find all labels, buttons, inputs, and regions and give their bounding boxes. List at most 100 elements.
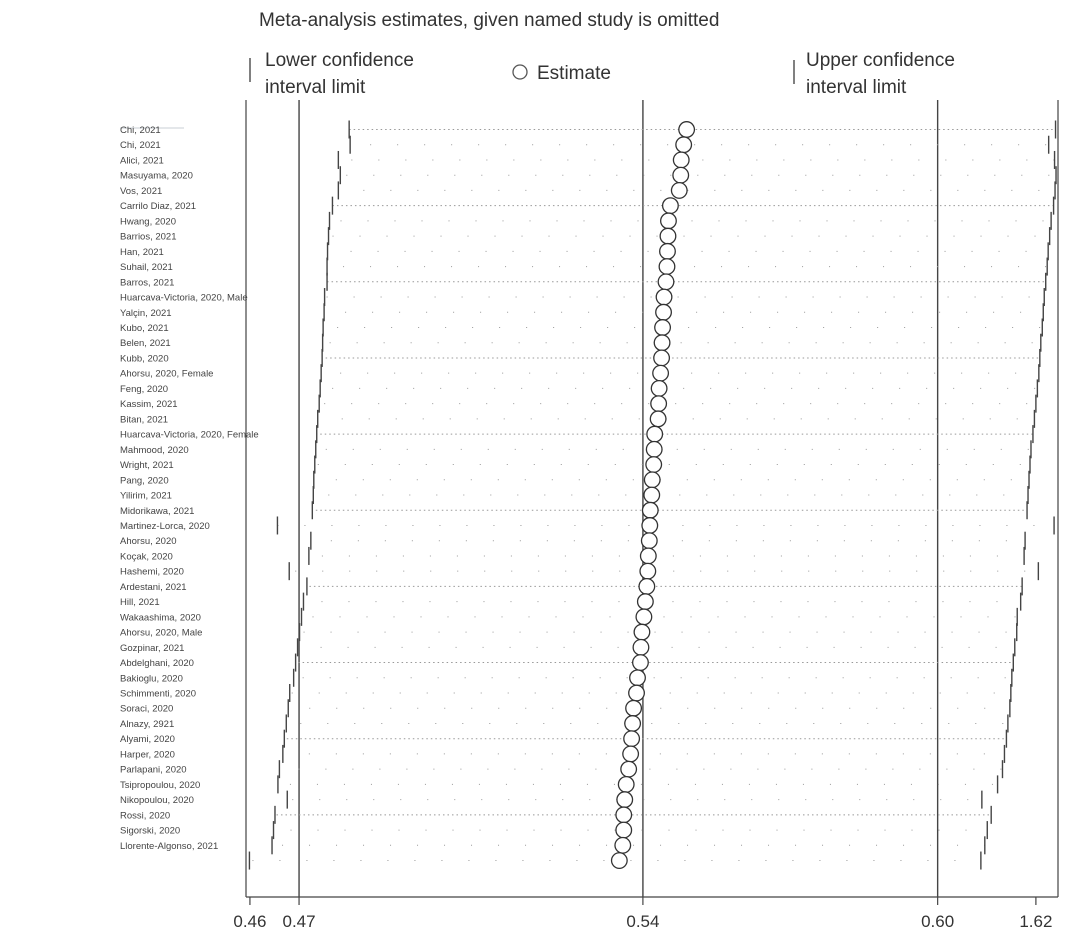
- study-label: Martinez-Lorca, 2020: [120, 521, 210, 532]
- estimate-marker: [620, 760, 638, 778]
- estimate-marker: [629, 669, 646, 687]
- x-tick-label: 1.62: [1019, 912, 1052, 931]
- estimate-marker: [645, 440, 663, 458]
- study-label: Alici, 2021: [120, 155, 164, 166]
- estimate-marker: [650, 395, 668, 413]
- estimate-marker: [624, 715, 642, 732]
- estimate-marker: [646, 425, 664, 443]
- estimate-marker: [654, 319, 672, 336]
- study-label: Chi, 2021: [120, 140, 161, 151]
- estimate-marker: [678, 121, 696, 138]
- estimate-marker: [610, 852, 628, 869]
- study-label: Llorente-Algonso, 2021: [120, 841, 218, 852]
- study-label: Ahorsu, 2020, Female: [120, 369, 213, 380]
- study-labels: Chi, 2021 Chi, 2021 Alici, 2021 Masuyama, 2…: [120, 125, 259, 852]
- estimate-marker: [675, 136, 693, 154]
- estimate-marker: [658, 258, 676, 276]
- estimate-marker: [659, 242, 676, 260]
- estimate-marker: [660, 212, 677, 230]
- study-label: Kubo, 2021: [120, 323, 169, 334]
- legend-upper-label-line1: Upper confidence: [806, 50, 955, 71]
- study-label: Ardestani, 2021: [120, 582, 187, 593]
- study-label: Soraci, 2020: [120, 704, 173, 715]
- estimate-marker: [616, 791, 634, 809]
- study-label: Sigorski, 2020: [120, 826, 180, 837]
- study-label: Belen, 2021: [120, 338, 171, 349]
- study-label: Wakaashima, 2020: [120, 612, 201, 623]
- estimate-marker: [617, 775, 635, 793]
- study-label: Gozpinar, 2021: [120, 643, 184, 654]
- study-label: Barrios, 2021: [120, 232, 177, 243]
- study-label: Bakioglu, 2020: [120, 673, 183, 684]
- study-label: Schimmenti, 2020: [120, 689, 196, 700]
- x-axis-ticks: 0.46 0.47 0.54 0.60 1.62: [233, 897, 1052, 931]
- study-label: Tsipropoulou, 2020: [120, 780, 200, 791]
- estimate-marker: [672, 166, 690, 184]
- study-label: Chi, 2021: [120, 125, 161, 136]
- study-label: Suhail, 2021: [120, 262, 173, 273]
- estimate-marker: [655, 288, 673, 306]
- estimate-marker: [639, 562, 657, 580]
- estimate-marker: [661, 197, 679, 215]
- legend-upper-label-line2: interval limit: [806, 77, 907, 98]
- estimate-marker: [650, 379, 668, 397]
- estimate-marker: [615, 806, 633, 824]
- study-label: Parlapani, 2020: [120, 765, 187, 776]
- study-label: Hashemi, 2020: [120, 567, 184, 578]
- study-label: Koçak, 2020: [120, 551, 173, 562]
- estimate-marker: [639, 547, 657, 565]
- study-label: Vos, 2021: [120, 186, 162, 197]
- estimate-marker: [615, 821, 633, 839]
- estimate-marker: [672, 151, 690, 169]
- estimate-marker: [638, 577, 656, 595]
- estimate-marker: [633, 623, 651, 641]
- estimate-marker: [653, 349, 671, 367]
- study-label: Han, 2021: [120, 247, 164, 258]
- estimate-marker: [653, 334, 671, 352]
- estimate-marker: [632, 638, 650, 656]
- estimate-marker: [649, 410, 667, 428]
- estimate-marker: [643, 471, 661, 489]
- study-label: Wright, 2021: [120, 460, 174, 471]
- estimate-marker: [641, 501, 659, 519]
- study-rows: [248, 120, 1057, 870]
- estimate-marker: [670, 181, 688, 199]
- study-label: Abdelghani, 2020: [120, 658, 194, 669]
- estimate-marker: [622, 745, 640, 763]
- study-label: Hwang, 2020: [120, 216, 176, 227]
- estimate-marker: [614, 836, 632, 854]
- x-tick-label: 0.46: [233, 912, 266, 931]
- study-label: Harper, 2020: [120, 749, 175, 760]
- study-label: Carrilo Diaz, 2021: [120, 201, 196, 212]
- study-label: Pang, 2020: [120, 475, 169, 486]
- legend: Lower confidence interval limit Estimate…: [249, 50, 955, 98]
- study-label: Rossi, 2020: [120, 810, 170, 821]
- estimate-marker: [636, 593, 654, 611]
- study-label: Midorikawa, 2021: [120, 506, 194, 517]
- estimate-marker: [623, 730, 641, 748]
- estimate-marker: [652, 364, 670, 382]
- study-label: Kassim, 2021: [120, 399, 178, 410]
- study-label: Mahmood, 2020: [120, 445, 189, 456]
- study-label: Yalçin, 2021: [120, 308, 172, 319]
- study-label: Alyami, 2020: [120, 734, 175, 745]
- study-label: Yilirim, 2021: [120, 491, 172, 502]
- study-label: Ahorsu, 2020: [120, 536, 177, 547]
- estimate-marker: [657, 273, 675, 291]
- legend-lower-label-line2: interval limit: [265, 77, 366, 98]
- estimate-marker: [632, 654, 649, 672]
- legend-lower-label-line1: Lower confidence: [265, 50, 414, 71]
- estimate-marker: [643, 486, 661, 504]
- study-label: Alnazy, 2921: [120, 719, 174, 730]
- study-label: Barros, 2021: [120, 277, 174, 288]
- x-tick-label: 0.60: [921, 912, 954, 931]
- study-label: Huarcava-Victoria, 2020, Male: [120, 293, 248, 304]
- estimate-marker: [659, 227, 677, 245]
- estimate-marker: [655, 303, 672, 321]
- reference-lines: [298, 100, 939, 897]
- estimate-marker: [635, 608, 653, 626]
- study-label: Bitan, 2021: [120, 414, 168, 425]
- study-label: Huarcava-Victoria, 2020, Female: [120, 430, 259, 441]
- x-tick-label: 0.47: [283, 912, 316, 931]
